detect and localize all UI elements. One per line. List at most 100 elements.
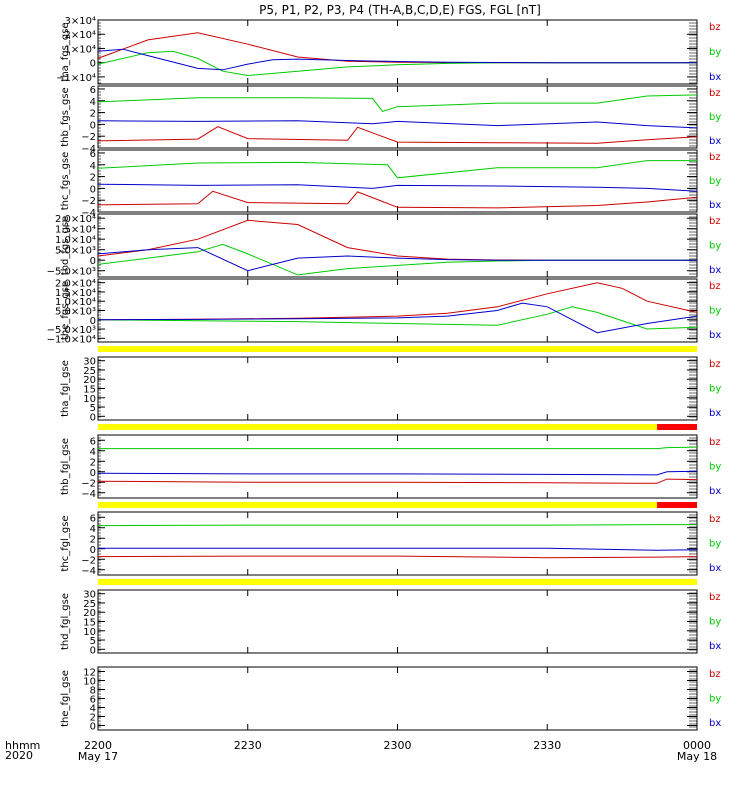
- y-tick-label: 4: [90, 97, 96, 108]
- series-line-bx: [97, 120, 698, 129]
- legend-label-bz: bz: [709, 152, 721, 163]
- y-tick-label: 1.5×10⁴: [55, 225, 96, 236]
- y-axis-label: the_fgl_gse: [60, 670, 71, 727]
- y-tick-label: 0: [90, 256, 96, 267]
- legend-label-by: by: [709, 306, 721, 317]
- quality-flag-bar: [98, 502, 697, 508]
- legend-label-bx: bx: [709, 330, 721, 341]
- legend-label-bx: bx: [709, 265, 721, 276]
- y-tick-label: −5.0×10³: [47, 267, 96, 278]
- legend-label-bz: bz: [709, 669, 721, 680]
- quality-flag-bar: [98, 346, 697, 352]
- y-axis-label: thc_fgl_gse: [60, 515, 71, 571]
- y-tick-label: 2: [90, 713, 96, 724]
- panel-frame: [97, 589, 698, 654]
- y-tick-label: 1×10⁴: [65, 44, 96, 55]
- series-line-bz: [97, 32, 697, 64]
- y-tick-label: −2: [81, 196, 96, 207]
- y-tick-label: 2: [90, 457, 96, 468]
- y-tick-label: 10: [83, 627, 96, 638]
- y-tick-label: 8: [90, 686, 96, 697]
- legend-label-bz: bz: [709, 592, 721, 603]
- y-tick-label: 10: [83, 677, 96, 688]
- y-tick-label: 6: [90, 513, 96, 524]
- series-line-bx: [98, 547, 698, 551]
- legend-label-by: by: [709, 539, 721, 550]
- series-line-bz: [97, 126, 698, 144]
- y-axis-label: tha_fgl_gse: [60, 360, 71, 417]
- y-tick-label: 30: [83, 590, 96, 601]
- panel-the_fgs_gse: 2.0×10⁴1.5×10⁴1.0×10⁴5.0×10³0−5.0×10³−1.…: [47, 278, 721, 345]
- chart-title: P5, P1, P2, P3, P4 (TH-A,B,C,D,E) FGS, F…: [259, 3, 541, 17]
- panel-frame: [97, 85, 698, 149]
- series-line-by: [97, 243, 697, 276]
- series-line-by: [97, 50, 697, 77]
- y-tick-label: 5.0×10³: [55, 307, 96, 318]
- x-tick-date-label: May 18: [677, 750, 717, 763]
- legend-label-by: by: [709, 241, 721, 252]
- y-tick-label: 30: [83, 357, 96, 368]
- y-tick-label: 0: [90, 316, 96, 327]
- y-tick-label: 2.0×10⁴: [55, 214, 96, 225]
- y-tick-label: 2×10⁴: [65, 30, 96, 41]
- y-tick-label: 0: [90, 120, 96, 131]
- panel-frame: [97, 511, 698, 576]
- y-tick-label: 1.5×10⁴: [55, 288, 96, 299]
- y-axis-label: thb_fgs_gse: [60, 87, 71, 146]
- y-tick-label: 2: [90, 173, 96, 184]
- y-tick-label: 20: [83, 375, 96, 386]
- y-axis-label: thd_fgs_gse: [60, 216, 71, 275]
- panel-frame: [97, 666, 698, 731]
- legend-label-by: by: [709, 176, 721, 187]
- series-line-by: [98, 446, 698, 450]
- panel-frame: [97, 434, 698, 499]
- y-axis-label: thb_fgl_gse: [60, 438, 71, 495]
- y-tick-label: 4: [90, 704, 96, 715]
- series-line-bx: [97, 470, 698, 476]
- y-tick-label: 3×10⁴: [65, 16, 96, 27]
- quality-flag-bad-segment: [657, 424, 697, 430]
- y-tick-label: 5: [90, 403, 96, 414]
- legend-label-bz: bz: [709, 216, 721, 227]
- y-tick-label: −2: [81, 132, 96, 143]
- y-tick-label: 12: [83, 668, 96, 679]
- y-tick-label: 20: [83, 608, 96, 619]
- legend-label-bx: bx: [709, 486, 721, 497]
- y-tick-label: −4: [81, 208, 96, 219]
- y-tick-label: 6: [90, 85, 96, 96]
- series-line-bx: [97, 247, 697, 272]
- x-axis-left-label-year: 2020: [5, 749, 33, 762]
- y-tick-label: 6: [90, 436, 96, 447]
- y-tick-label: 5.0×10³: [55, 246, 96, 257]
- y-tick-label: −1.0×10⁴: [47, 334, 96, 345]
- x-tick-label: 2330: [533, 739, 561, 752]
- x-tick-label: 2230: [234, 739, 262, 752]
- series-line-by: [97, 524, 697, 527]
- series-line-bz: [97, 478, 698, 484]
- y-tick-label: 4: [90, 161, 96, 172]
- legend-label-by: by: [709, 112, 721, 123]
- series-line-bx: [97, 302, 698, 334]
- legend-label-by: by: [709, 617, 721, 628]
- y-tick-label: 2: [90, 109, 96, 120]
- y-tick-label: −4: [81, 144, 96, 155]
- legend-label-bx: bx: [709, 718, 721, 729]
- panel-frame: [97, 19, 698, 85]
- x-tick-label: 2200: [84, 739, 112, 752]
- y-tick-label: 15: [83, 618, 96, 629]
- y-tick-label: 0: [90, 412, 96, 423]
- y-tick-label: 6: [90, 149, 96, 160]
- y-tick-label: −4: [81, 566, 96, 577]
- series-line-bz: [97, 282, 698, 321]
- y-tick-label: 4: [90, 447, 96, 458]
- legend-label-bx: bx: [709, 563, 721, 574]
